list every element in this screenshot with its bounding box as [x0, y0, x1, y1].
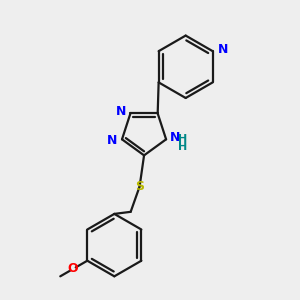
Text: O: O — [68, 262, 79, 275]
Text: N: N — [107, 134, 118, 147]
Text: N: N — [170, 131, 180, 144]
Text: N: N — [116, 105, 126, 119]
Text: N: N — [218, 43, 228, 56]
Text: S: S — [135, 180, 144, 193]
Text: H: H — [178, 142, 187, 152]
Text: H: H — [178, 134, 187, 144]
